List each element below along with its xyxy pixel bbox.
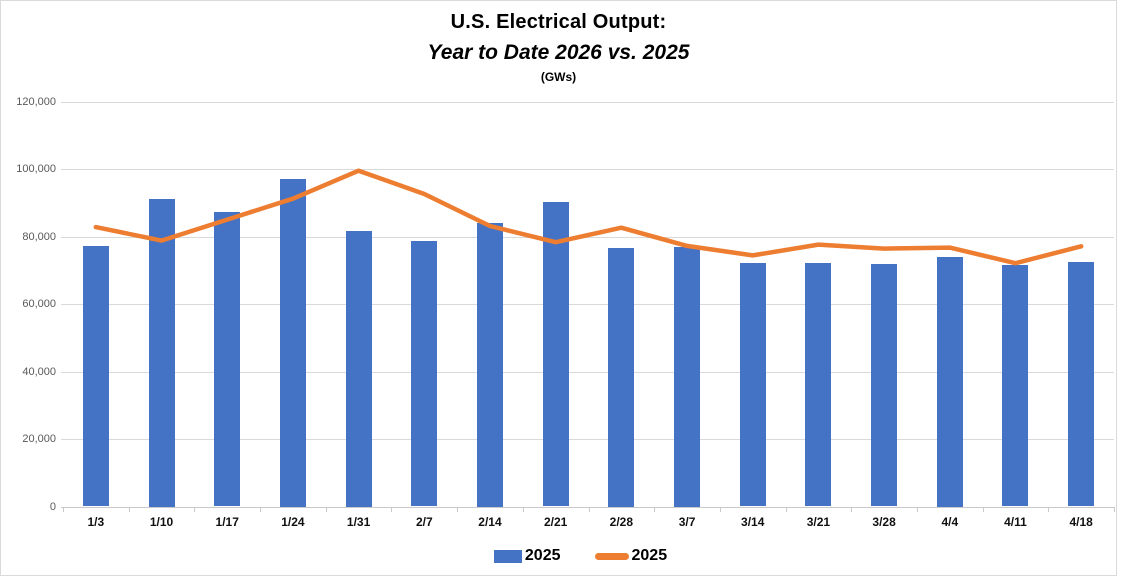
x-axis-tick	[785, 506, 787, 512]
line-series-2025	[93, 168, 1084, 266]
legend-item-bars: 2025	[493, 547, 561, 565]
bar-3/21	[805, 262, 832, 507]
legend-item-line: 2025	[594, 547, 668, 565]
chart-subtitle: Year to Date 2026 vs. 2025	[427, 41, 690, 64]
x-axis-line	[61, 506, 1114, 508]
x-axis-tick	[194, 506, 196, 512]
x-axis-label-2/14: 2/14	[478, 515, 502, 529]
x-axis-tick	[325, 506, 327, 512]
x-axis-label-1/3: 1/3	[87, 515, 105, 529]
x-axis-tick	[128, 506, 130, 512]
x-axis-label-2/7: 2/7	[415, 515, 433, 529]
x-axis-tick	[719, 506, 721, 512]
y-axis-label-80,000: 80,000	[22, 230, 56, 243]
gridline-100,000	[61, 169, 1114, 170]
gridline-60,000	[61, 304, 1114, 305]
x-axis-label-4/18: 4/18	[1069, 515, 1093, 529]
x-axis-label-1/17: 1/17	[215, 515, 239, 529]
bar-2/28	[608, 248, 635, 507]
x-axis-tick	[916, 506, 918, 512]
legend-line-swatch	[594, 552, 629, 560]
x-axis-label-2/21: 2/21	[543, 515, 568, 529]
x-axis-tick	[63, 506, 64, 512]
bar-2/7	[411, 240, 438, 507]
legend-bar-label: 2025	[524, 547, 561, 564]
chart-title: U.S. Electrical Output:	[450, 11, 667, 33]
gridline-40,000	[61, 371, 1114, 373]
x-axis-label-2/28: 2/28	[609, 515, 634, 529]
bar-3/7	[674, 246, 701, 507]
bar-3/28	[871, 263, 898, 507]
bar-2/14	[476, 223, 503, 507]
x-axis-tick	[1114, 506, 1115, 512]
plot-area: 0 20,000 40,000 60,000 80,000 100,000 120,000 1…	[1, 1, 1116, 575]
legend: 2025 2025	[23, 547, 1130, 565]
chart-units: (GWs)	[540, 70, 577, 84]
bar-4/11	[1002, 264, 1029, 507]
x-axis-tick	[588, 506, 590, 512]
y-axis-label-100,000: 100,000	[16, 163, 56, 175]
bar-1/3	[82, 245, 109, 507]
bar-4/4	[936, 256, 963, 507]
bar-2/21	[542, 201, 569, 507]
x-axis-label-1/10: 1/10	[149, 515, 174, 529]
chart-title-block: U.S. Electrical Output: Year to Date 202…	[1, 11, 1116, 84]
bar-1/24	[279, 179, 306, 507]
y-axis-label-20,000: 20,000	[22, 433, 56, 445]
x-axis-tick	[982, 506, 984, 512]
x-axis-tick	[1048, 506, 1050, 512]
x-axis-label-3/14: 3/14	[741, 515, 765, 529]
x-axis-tick	[457, 506, 459, 512]
x-axis-label-3/7: 3/7	[678, 515, 696, 529]
legend-bar-swatch	[493, 549, 522, 563]
bar-3/14	[739, 262, 766, 507]
x-axis-label-3/21: 3/21	[806, 515, 831, 529]
x-axis-tick	[391, 506, 393, 512]
x-axis-tick	[851, 506, 853, 512]
bar-4/18	[1068, 262, 1095, 507]
bar-1/31	[345, 231, 372, 507]
x-axis-label-3/28: 3/28	[872, 515, 896, 529]
y-axis-label-120,000: 120,000	[16, 95, 56, 108]
bar-1/10	[148, 199, 175, 507]
gridline-20,000	[61, 439, 1114, 440]
y-axis-label-60,000: 60,000	[22, 298, 56, 310]
x-axis-label-1/24: 1/24	[281, 515, 305, 529]
x-axis-tick	[654, 506, 656, 512]
y-axis-label-0: 0	[49, 500, 56, 513]
x-axis-tick	[522, 506, 524, 512]
x-axis-label-4/4: 4/4	[941, 515, 959, 529]
bar-1/17	[214, 212, 241, 507]
x-axis-label-4/11: 4/11	[1004, 515, 1027, 529]
legend-line-label: 2025	[631, 547, 668, 564]
x-axis-label-1/31: 1/31	[346, 515, 371, 529]
x-axis-tick	[260, 506, 262, 512]
y-axis-label-40,000: 40,000	[22, 365, 56, 378]
gridline-120,000	[61, 101, 1114, 103]
chart-frame: U.S. Electrical Output: Year to Date 202…	[0, 0, 1117, 576]
